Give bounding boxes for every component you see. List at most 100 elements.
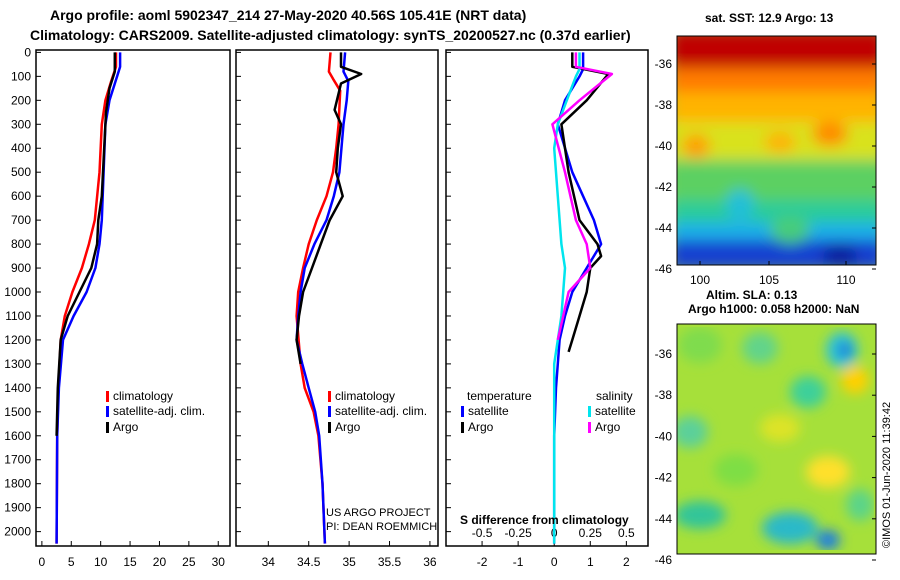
sst-lat-ticks: -36 -38 -40 -42 -44 -46 [655, 57, 876, 276]
salinity-tick-label: -0.5 [472, 526, 493, 540]
sst-lon-ticks: 100 105 110 [690, 261, 856, 287]
legend-label-satellite: satellite-adj. clim. [113, 404, 205, 418]
depth-tick-label: 1300 [4, 357, 31, 371]
series-line-argo [55, 52, 117, 436]
sla-map-subtitle: Argo h1000: 0.058 h2000: NaN [688, 302, 859, 316]
sla-lat-ticks: -36 -38 -40 -42 -44 -46 [655, 347, 876, 567]
legend-label-temp-argo: Argo [468, 420, 494, 434]
x-tick-label: 34.5 [297, 555, 321, 569]
legend-swatch-sal-argo [588, 422, 591, 433]
sst-map-title: sat. SST: 12.9 Argo: 13 [705, 11, 834, 25]
difference-axis-label: S difference from climatology [460, 513, 629, 527]
x-tick-label: 1 [587, 555, 594, 569]
lat-tick-label: -40 [655, 139, 673, 153]
lat-tick-label: -46 [655, 553, 673, 567]
lat-tick-label: -38 [655, 388, 673, 402]
depth-tick-label: 1500 [4, 405, 31, 419]
depth-tick-label: 1100 [5, 309, 31, 323]
salinity-tick-label: 0.25 [579, 526, 603, 540]
legend-swatch-temp-argo [461, 422, 464, 433]
salinity-axis-ticks: 34 34.5 35 35.5 36 [236, 51, 437, 569]
x-tick-label: 20 [153, 555, 167, 569]
legend-title-salinity: salinity [596, 389, 633, 403]
depth-tick-label: 900 [11, 261, 31, 275]
depth-tick-label: 200 [11, 93, 31, 107]
salinity-plot-frame [235, 49, 439, 547]
depth-tick-label: 400 [11, 141, 31, 155]
lat-tick-label: -36 [655, 347, 673, 361]
header-line-2: Climatology: CARS2009. Satellite-adjuste… [30, 27, 631, 43]
lat-tick-label: -40 [655, 429, 673, 443]
x-tick-label: 35.5 [378, 555, 402, 569]
legend-label-temp-satellite: satellite [468, 404, 509, 418]
x-tick-label: 15 [123, 555, 137, 569]
series-line-satellite-adj-clim- [55, 52, 122, 544]
x-tick-label: 2 [623, 555, 630, 569]
legend-label-climatology: climatology [335, 389, 395, 403]
legend-title-temperature: temperature [467, 389, 532, 403]
legend-swatch-satellite [106, 406, 109, 417]
legend-swatch-argo [328, 422, 331, 433]
depth-tick-label: 1600 [4, 429, 31, 443]
lat-tick-label: -38 [655, 98, 673, 112]
legend-swatch-climatology [106, 391, 109, 402]
depth-tick-label: 1000 [4, 285, 31, 299]
temperature-panel: 0100200300400500600700800900100011001200… [4, 45, 231, 569]
legend-label-sal-satellite: satellite [595, 404, 636, 418]
salinity-tick-label: -0.25 [504, 526, 532, 540]
depth-tick-label: 300 [11, 117, 31, 131]
sla-field [677, 324, 876, 554]
lat-tick-label: -46 [655, 262, 673, 276]
pi-credit: PI: DEAN ROEMMICH [326, 521, 437, 533]
depth-tick-label: 600 [11, 189, 31, 203]
difference-lines [551, 52, 614, 544]
temperature-axis-ticks: 0 5 10 15 20 25 30 [39, 541, 225, 569]
x-tick-label: 35 [342, 555, 356, 569]
series-line-satellite-adj-clim- [295, 52, 350, 544]
x-tick-label: 0 [551, 555, 558, 569]
temperature-legend: climatology satellite-adj. clim. Argo [106, 389, 205, 434]
depth-tick-label: 500 [11, 165, 31, 179]
depth-tick-label: 1900 [4, 501, 31, 515]
x-tick-label: 0 [39, 555, 46, 569]
lon-tick-label: 105 [759, 273, 779, 287]
series-line-argo [295, 52, 363, 365]
lat-tick-label: -36 [655, 57, 673, 71]
x-tick-label: 25 [182, 555, 196, 569]
legend-label-satellite: satellite-adj. clim. [335, 404, 427, 418]
imos-credit: ©IMOS 01-Jun-2020 11:39:42 [881, 402, 893, 548]
x-tick-label: 5 [68, 555, 75, 569]
header-line-1: Argo profile: aoml 5902347_214 27-May-20… [50, 7, 526, 23]
x-tick-label: 10 [94, 555, 108, 569]
legend-swatch-temp-satellite [461, 406, 464, 417]
sla-map: Altim. SLA: 0.13 Argo h1000: 0.058 h2000… [655, 288, 893, 567]
sst-map: sat. SST: 12.9 Argo: 13 -36 -38 -40 [655, 11, 877, 287]
depth-tick-label: 100 [11, 69, 31, 83]
depth-tick-label: 700 [11, 213, 31, 227]
salinity-panel: 34 34.5 35 35.5 36 climatology satellite-adj… [235, 49, 439, 569]
lat-tick-label: -42 [655, 471, 673, 485]
series-line-salinity-argo [551, 52, 614, 341]
sst-field [677, 36, 876, 265]
lon-tick-label: 100 [690, 273, 710, 287]
lon-tick-label: 110 [836, 273, 855, 287]
legend-label-climatology: climatology [113, 389, 173, 403]
lat-tick-label: -42 [655, 180, 673, 194]
salinity-lines [295, 52, 363, 544]
depth-tick-label: 1400 [4, 381, 31, 395]
x-tick-label: -2 [477, 555, 488, 569]
sla-map-title: Altim. SLA: 0.13 [706, 288, 798, 302]
salinity-tick-label: 0.5 [618, 526, 635, 540]
temperature-lines [55, 52, 122, 544]
salinity-legend: climatology satellite-adj. clim. Argo [328, 389, 427, 434]
x-tick-label: 34 [262, 555, 276, 569]
x-tick-label: 36 [423, 555, 437, 569]
project-credit: US ARGO PROJECT [326, 507, 431, 519]
sla-map-frame [676, 323, 877, 555]
depth-tick-label: 1200 [4, 333, 31, 347]
difference-legend: temperature salinity satellite Argo sate… [461, 389, 636, 434]
legend-swatch-sal-satellite [588, 406, 591, 417]
legend-label-argo: Argo [335, 420, 361, 434]
legend-label-argo: Argo [113, 420, 139, 434]
